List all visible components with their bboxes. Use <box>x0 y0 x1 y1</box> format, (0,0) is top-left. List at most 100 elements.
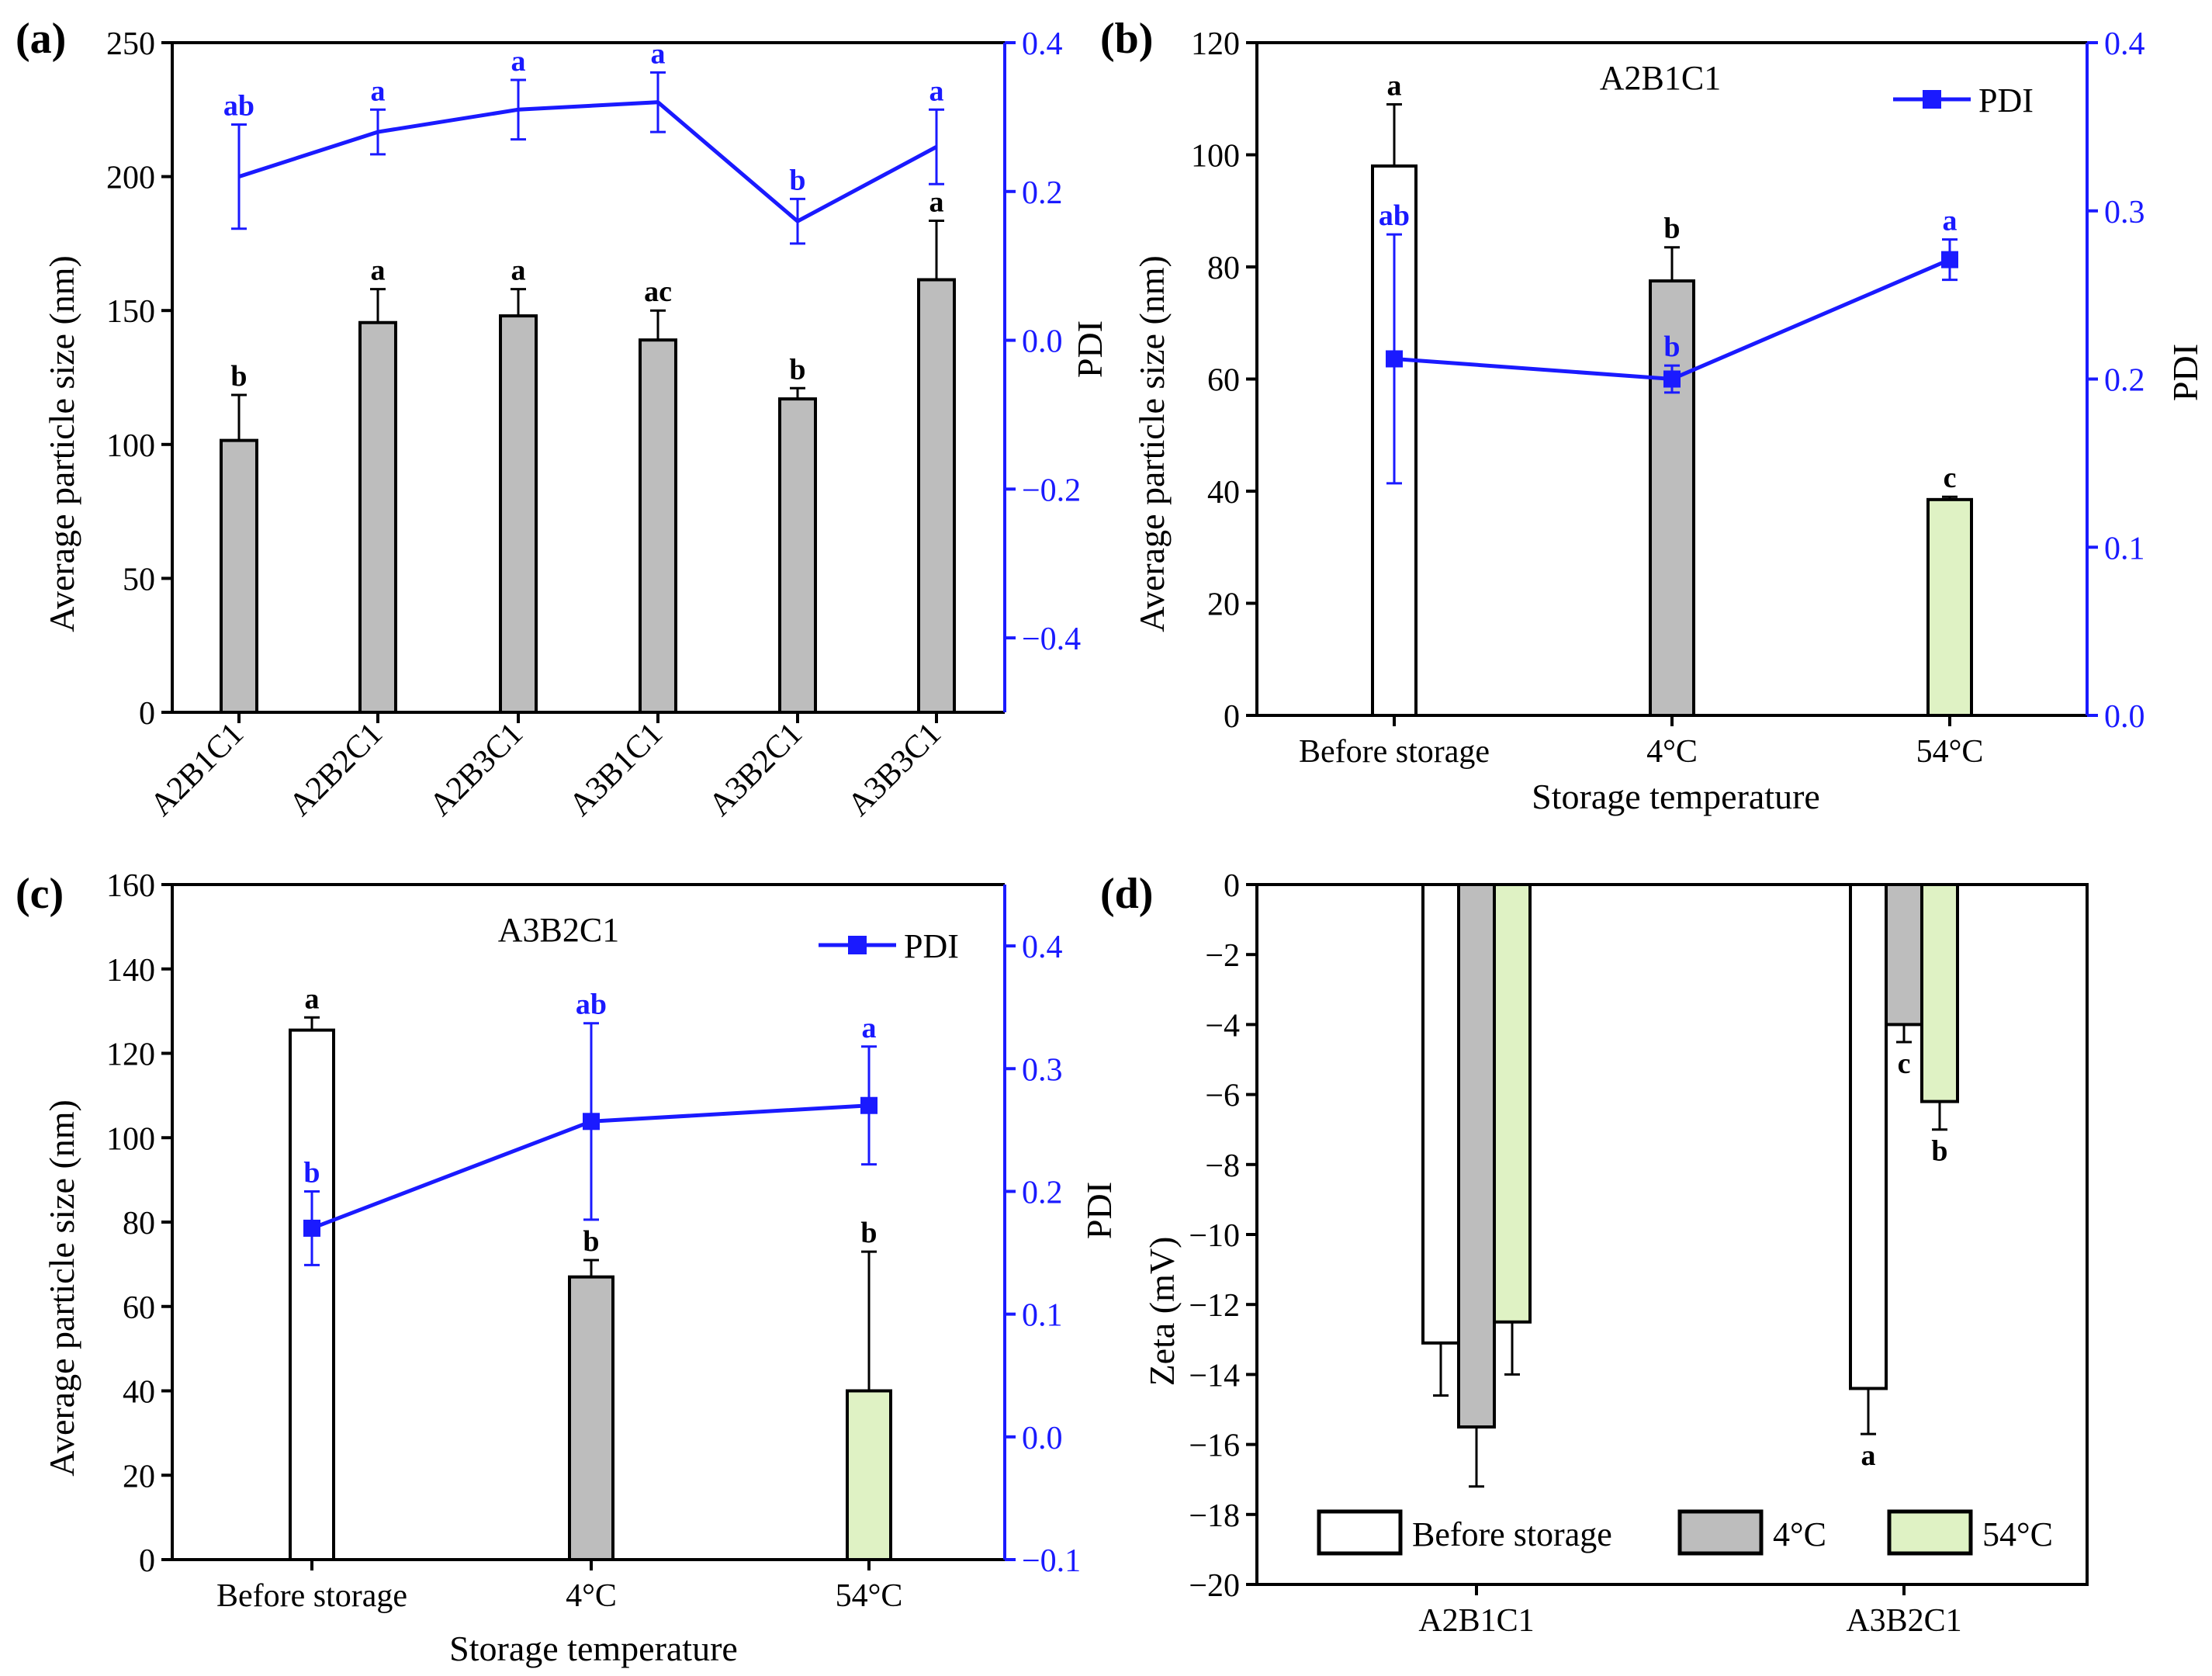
panel-d-legend: Before storage 4°C 54°C <box>1317 1509 2053 1556</box>
panel-b-legend-marker <box>1923 90 1941 109</box>
panel-b-label: (b) <box>1100 15 1153 63</box>
pc-bar-sig-label: b <box>583 1225 599 1258</box>
pb-y2tick-label: 0.3 <box>2104 195 2145 230</box>
pa-y2tick-label: 0.2 <box>1022 175 1063 211</box>
pa-y2tick-label: 0.4 <box>1022 26 1063 62</box>
pb-y2tick-label: 0.2 <box>2104 363 2145 399</box>
pd-bar <box>1421 883 1460 1345</box>
pa-pdi-sig-label: ab <box>223 89 254 122</box>
pb-xtick-label: 54°C <box>1916 734 1984 770</box>
panel-c-y2label: PDI <box>1079 1182 1119 1239</box>
panel-b-y2label: PDI <box>2165 344 2205 401</box>
pc-pdi-marker <box>303 1219 320 1237</box>
pa-ytick-label: 50 <box>123 562 155 597</box>
panel-d-legend-label-4c: 4°C <box>1773 1515 1826 1553</box>
panel-d-legend-swatch-54c <box>1887 1509 1973 1556</box>
pb-ytick-label: 0 <box>1224 699 1240 735</box>
panel-b: (b) 0204060801001200.00.10.20.30.4abcBef… <box>1100 15 2205 816</box>
pc-xtick-label: 4°C <box>566 1578 617 1614</box>
pb-pdi-sig-label: b <box>1663 331 1680 363</box>
pc-ytick-label: 0 <box>139 1543 155 1579</box>
pd-ytick-label: −10 <box>1189 1218 1240 1254</box>
pc-xtick-label: 54°C <box>836 1578 903 1614</box>
pa-y2tick-label: 0.0 <box>1022 324 1063 360</box>
pc-bar-sig-label: a <box>305 982 320 1015</box>
pa-ytick-label: 200 <box>106 161 155 196</box>
pd-ytick-label: −12 <box>1189 1288 1240 1324</box>
panel-b-legend: PDI <box>1893 81 2034 119</box>
pa-bar <box>917 278 956 714</box>
panel-a-y2label: PDI <box>1070 320 1109 378</box>
pd-ytick-label: 0 <box>1224 868 1240 904</box>
pb-ytick-label: 100 <box>1191 139 1240 175</box>
pd-bar <box>1849 883 1888 1390</box>
pd-bar <box>1920 883 1959 1103</box>
panel-c-xlabel: Storage temperature <box>449 1629 738 1668</box>
pd-ytick-label: −20 <box>1189 1568 1240 1604</box>
pc-ytick-label: 60 <box>123 1290 155 1326</box>
pb-bar <box>1649 279 1695 717</box>
pc-pdi-marker <box>583 1113 600 1131</box>
pc-bar-sig-label: b <box>860 1217 877 1249</box>
pa-ytick-label: 250 <box>106 26 155 62</box>
pa-ytick-label: 100 <box>106 428 155 464</box>
panel-b-plot: 0204060801001200.00.10.20.30.4abcBefore … <box>1191 26 2145 770</box>
pd-bar <box>1885 883 1923 1027</box>
pb-pdi-sig-label: ab <box>1379 199 1410 232</box>
pd-bar <box>1493 883 1532 1324</box>
pa-bar-sig-label: ac <box>644 275 672 308</box>
pb-xtick-label: 4°C <box>1646 734 1698 770</box>
pc-ytick-label: 140 <box>106 953 155 989</box>
panel-c-label: (c) <box>16 870 64 918</box>
pc-ytick-label: 80 <box>123 1206 155 1241</box>
panel-c-title: A3B2C1 <box>498 911 619 949</box>
pd-ytick-label: −4 <box>1205 1008 1240 1044</box>
pd-bar <box>1457 883 1496 1429</box>
panel-d-legend-label-before: Before storage <box>1412 1515 1612 1553</box>
pd-bar-sig-label: c <box>1898 1048 1911 1080</box>
pa-y2tick-label: −0.4 <box>1022 622 1081 657</box>
pb-pdi-marker <box>1941 251 1958 268</box>
pd-bar-sig-label: a <box>1861 1439 1876 1472</box>
pb-ytick-label: 20 <box>1207 587 1240 623</box>
pd-xtick-label: A3B2C1 <box>1846 1603 1961 1639</box>
pa-ytick-label: 0 <box>139 696 155 732</box>
pb-pdi-marker <box>1386 350 1403 368</box>
panel-c-legend-marker <box>848 936 867 954</box>
pa-bar <box>358 320 397 714</box>
panel-b-title: A2B1C1 <box>1600 59 1721 97</box>
pa-ytick-label: 150 <box>106 294 155 330</box>
panel-b-legend-label: PDI <box>1978 81 2034 119</box>
pa-bar <box>639 338 677 714</box>
pa-pdi-sig-label: a <box>929 74 944 107</box>
pa-pdi-line <box>238 100 938 224</box>
pc-y2tick-label: 0.2 <box>1022 1175 1063 1210</box>
pc-y2tick-label: 0.1 <box>1022 1298 1063 1334</box>
panel-c-ylabel: Average particle size (nm) <box>42 1099 81 1477</box>
pc-pdi-sig-label: ab <box>576 989 607 1021</box>
pc-y2tick-label: 0.3 <box>1022 1052 1063 1088</box>
pd-bar-sig-label: b <box>1931 1135 1947 1168</box>
pb-bar-sig-label: a <box>1387 69 1402 102</box>
pc-pdi-sig-label: b <box>303 1156 320 1189</box>
pa-bar <box>499 314 538 714</box>
panel-c-legend-label: PDI <box>904 927 959 965</box>
pc-bar <box>846 1389 892 1561</box>
pb-pdi-sig-label: a <box>1943 205 1958 237</box>
pa-pdi-sig-label: a <box>651 37 666 70</box>
pa-bar-sig-label: a <box>929 186 944 219</box>
pa-bar <box>778 397 817 715</box>
pc-xtick-label: Before storage <box>216 1578 407 1614</box>
pb-y2tick-label: 0.4 <box>2104 26 2145 62</box>
pb-ytick-label: 120 <box>1191 26 1240 62</box>
pc-ytick-label: 40 <box>123 1375 155 1411</box>
panel-d-legend-swatch-4c <box>1677 1509 1764 1556</box>
pd-ytick-label: −14 <box>1189 1358 1240 1394</box>
pb-bar <box>1926 497 1973 718</box>
pd-ytick-label: −18 <box>1189 1498 1240 1534</box>
pb-ytick-label: 60 <box>1207 363 1240 399</box>
pa-pdi-sig-label: a <box>371 74 386 107</box>
pa-bar-sig-label: a <box>511 255 526 287</box>
